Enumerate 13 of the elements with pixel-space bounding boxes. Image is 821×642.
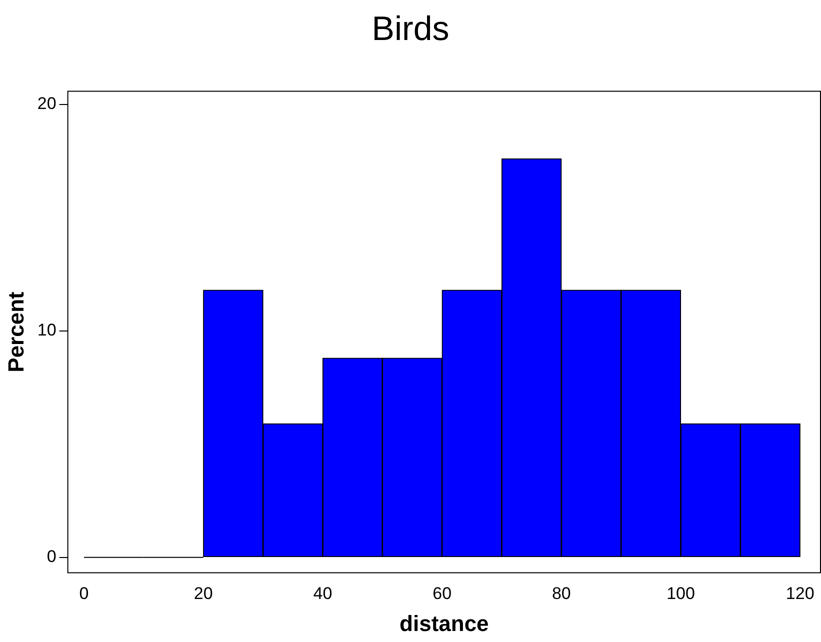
- y-tick-label: 20: [37, 94, 56, 114]
- x-tick-label: 20: [194, 584, 213, 604]
- x-tick-label: 100: [666, 584, 695, 604]
- x-tick-label: 60: [432, 584, 452, 604]
- y-tick-label: 10: [37, 320, 56, 340]
- x-tick-label: 0: [79, 584, 89, 604]
- x-axis-title: distance: [400, 610, 489, 636]
- x-tick-label: 40: [313, 584, 332, 604]
- y-axis-title: Percent: [3, 290, 28, 372]
- chart-title: Birds: [372, 10, 450, 48]
- x-tick-label: 80: [552, 584, 571, 604]
- y-tick-label: 0: [46, 547, 56, 566]
- x-tick-label: 120: [786, 584, 814, 604]
